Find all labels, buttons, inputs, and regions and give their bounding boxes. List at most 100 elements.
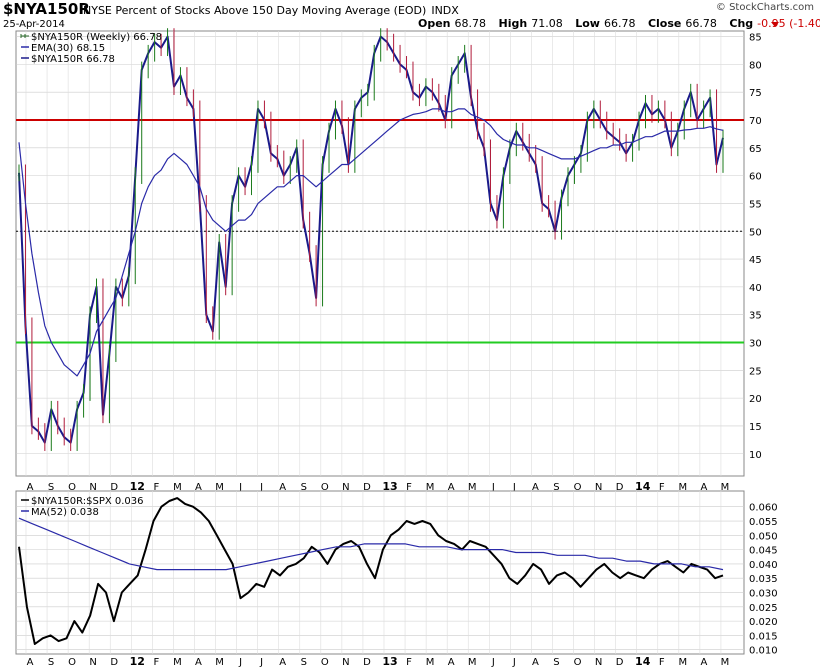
chart-date: 25-Apr-2014 xyxy=(3,19,65,30)
ratio-y-tick-label: 0.015 xyxy=(749,631,778,642)
main-month-label: J xyxy=(238,482,242,493)
ratio-month-label: S xyxy=(48,657,54,668)
ratio-month-label: N xyxy=(342,657,349,668)
ratio-y-tick-label: 0.030 xyxy=(749,589,778,600)
main-month-label: M xyxy=(426,482,435,493)
main-month-label: O xyxy=(321,482,329,493)
ratio-month-label: A xyxy=(195,657,202,668)
main-title: $NYA150R (Weekly) 66.78 xyxy=(31,32,162,43)
ratio-month-label: J xyxy=(238,657,242,668)
ratio-month-label: J xyxy=(512,657,516,668)
main-legend: $NYA150R (Weekly) 66.78 EMA(30) 68.15 $N… xyxy=(20,32,162,65)
ratio-title: $NYA150R:$SPX 0.036 xyxy=(31,496,144,507)
main-month-label: D xyxy=(110,482,118,493)
ratio-month-label: 13 xyxy=(382,655,397,668)
ratio-month-label: O xyxy=(321,657,329,668)
ratio-legend: $NYA150R:$SPX 0.036 MA(52) 0.038 xyxy=(21,496,144,518)
main-month-label: O xyxy=(68,482,76,493)
main-month-label: S xyxy=(553,482,559,493)
main-month-label: M xyxy=(173,482,182,493)
main-month-label: N xyxy=(89,482,96,493)
ratio-y-axis: 0.010 0.015 0.020 0.025 0.030 0.035 0.040 0.045… xyxy=(749,503,778,657)
main-month-label: 14 xyxy=(635,480,651,493)
main-month-label: M xyxy=(721,482,730,493)
main-y-tick-label: 35 xyxy=(749,311,762,322)
ratio-y-tick-label: 0.025 xyxy=(749,603,778,614)
main-y-tick-label: 70 xyxy=(749,116,762,127)
main-y-axis: 10 15 20 25 30 35 40 45 50 55 60 65 70 75 80 85 xyxy=(749,33,762,461)
ratio-y-tick-label: 0.010 xyxy=(749,646,778,657)
ratio-line xyxy=(18,497,724,645)
ratio-x-axis: A S O N D 12 F M A M J J A S O N D 13 F M A M J J A S O N D 14 F M A M xyxy=(27,655,730,668)
main-month-label: O xyxy=(574,482,582,493)
main-month-label: F xyxy=(659,482,665,493)
main-y-tick-label: 25 xyxy=(749,366,762,377)
ratio-y-tick-label: 0.060 xyxy=(749,503,778,514)
ratio-month-label: N xyxy=(595,657,602,668)
ratio-month-label: S xyxy=(553,657,559,668)
ratio-month-label: M xyxy=(426,657,435,668)
main-y-tick-label: 85 xyxy=(749,33,762,44)
ratio-month-label: D xyxy=(616,657,624,668)
main-month-label: A xyxy=(195,482,202,493)
main-x-axis: A S O N D 12 F M A M J J A S O N D 13 F M A M J J A S O N D 14 F M A M xyxy=(27,480,730,493)
main-month-label: J xyxy=(512,482,516,493)
ratio-month-label: J xyxy=(259,657,263,668)
ratio-y-tick-label: 0.045 xyxy=(749,546,778,557)
main-month-label: 12 xyxy=(130,480,145,493)
ratio-month-label: O xyxy=(68,657,76,668)
main-y-tick-label: 30 xyxy=(749,339,762,350)
ratio-y-tick-label: 0.035 xyxy=(749,574,778,585)
ratio-y-tick-label: 0.055 xyxy=(749,517,778,528)
nya150r-line xyxy=(18,35,724,444)
main-y-tick-label: 45 xyxy=(749,255,762,266)
main-y-tick-label: 15 xyxy=(749,422,762,433)
ma-legend-label: MA(52) 0.038 xyxy=(31,507,99,518)
ratio-month-label: A xyxy=(700,657,707,668)
main-month-label: F xyxy=(153,482,159,493)
main-month-label: A xyxy=(279,482,286,493)
main-reference-lines xyxy=(16,119,744,344)
watermark: © StockCharts.com xyxy=(716,2,814,13)
ratio-grid xyxy=(16,491,744,654)
main-month-label: S xyxy=(48,482,54,493)
main-month-label: N xyxy=(595,482,602,493)
ratio-month-label: A xyxy=(448,657,455,668)
ema-legend-label: EMA(30) 68.15 xyxy=(31,43,105,54)
main-month-label: J xyxy=(491,482,495,493)
main-y-tick-label: 75 xyxy=(749,88,762,99)
ratio-panel-frame xyxy=(15,490,745,655)
main-month-label: 13 xyxy=(382,480,397,493)
ratio-month-label: 14 xyxy=(635,655,651,668)
main-month-label: D xyxy=(363,482,371,493)
symbol-title: $NYA150R xyxy=(3,0,90,18)
main-month-label: M xyxy=(215,482,224,493)
main-series xyxy=(18,28,724,451)
main-month-label: A xyxy=(448,482,455,493)
ratio-y-tick-label: 0.020 xyxy=(749,617,778,628)
ratio-month-label: M xyxy=(468,657,477,668)
main-month-label: A xyxy=(27,482,34,493)
ratio-month-label: F xyxy=(406,657,412,668)
ohlc-readout: Open 68.78 High 71.08 Low 66.78 Close 66.78 … xyxy=(418,17,820,30)
main-y-tick-label: 60 xyxy=(749,172,762,183)
main-y-tick-label: 40 xyxy=(749,283,762,294)
main-month-label: S xyxy=(301,482,307,493)
ratio-month-label: A xyxy=(279,657,286,668)
ratio-month-label: J xyxy=(491,657,495,668)
main-y-tick-label: 55 xyxy=(749,199,762,210)
main-y-tick-label: 10 xyxy=(749,450,762,461)
ratio-month-label: O xyxy=(574,657,582,668)
ratio-month-label: F xyxy=(153,657,159,668)
ma52-line xyxy=(18,517,724,571)
main-panel-frame xyxy=(15,30,745,477)
ratio-month-label: F xyxy=(659,657,665,668)
ratio-month-label: M xyxy=(173,657,182,668)
ratio-y-tick-label: 0.050 xyxy=(749,531,778,542)
main-month-label: M xyxy=(679,482,688,493)
ema30-line xyxy=(18,108,724,377)
main-month-label: D xyxy=(616,482,624,493)
main-y-tick-label: 80 xyxy=(749,60,762,71)
ratio-month-label: N xyxy=(89,657,96,668)
ratio-month-label: D xyxy=(110,657,118,668)
